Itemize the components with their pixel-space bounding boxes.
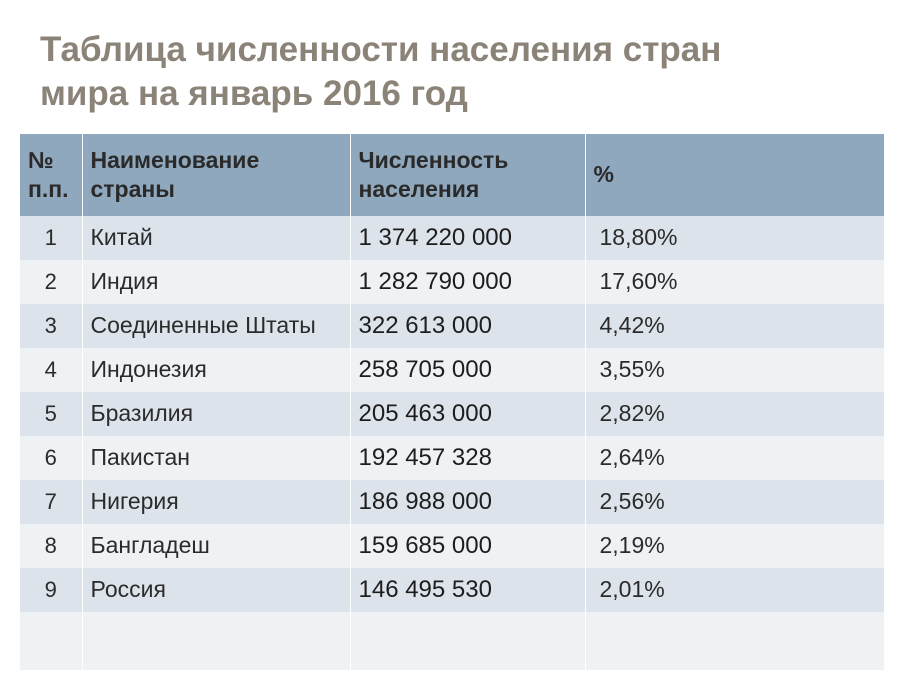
table-row: 6 Пакистан 192 457 328 2,64%	[20, 436, 884, 480]
table-row-empty	[20, 612, 884, 670]
cell-name: Бразилия	[82, 392, 350, 436]
cell-empty	[82, 612, 350, 670]
population-table: № п.п. Наименование страны Численность н…	[20, 134, 884, 670]
col-header-name: Наименование страны	[82, 134, 350, 216]
slide-title: Таблица численности населения стран мира…	[40, 28, 878, 116]
cell-name: Китай	[82, 216, 350, 260]
cell-pop: 146 495 530	[350, 568, 585, 612]
table-body: 1 Китай 1 374 220 000 18,80% 2 Индия 1 2…	[20, 216, 884, 670]
table-row: 1 Китай 1 374 220 000 18,80%	[20, 216, 884, 260]
cell-num: 9	[20, 568, 82, 612]
table-row: 7 Нигерия 186 988 000 2,56%	[20, 480, 884, 524]
cell-pct: 17,60%	[585, 260, 884, 304]
cell-pop: 1 282 790 000	[350, 260, 585, 304]
cell-pct: 3,55%	[585, 348, 884, 392]
cell-num: 2	[20, 260, 82, 304]
cell-pct: 2,64%	[585, 436, 884, 480]
table-row: 8 Бангладеш 159 685 000 2,19%	[20, 524, 884, 568]
cell-pop: 322 613 000	[350, 304, 585, 348]
cell-num: 7	[20, 480, 82, 524]
cell-name: Индия	[82, 260, 350, 304]
title-line-1: Таблица численности населения стран	[40, 30, 721, 69]
col-header-num: № п.п.	[20, 134, 82, 216]
cell-pct: 2,82%	[585, 392, 884, 436]
table-row: 3 Соединенные Штаты 322 613 000 4,42%	[20, 304, 884, 348]
cell-empty	[350, 612, 585, 670]
cell-pct: 18,80%	[585, 216, 884, 260]
cell-pop: 258 705 000	[350, 348, 585, 392]
cell-num: 3	[20, 304, 82, 348]
cell-num: 4	[20, 348, 82, 392]
col-header-pop: Численность населения	[350, 134, 585, 216]
cell-pop: 159 685 000	[350, 524, 585, 568]
cell-name: Пакистан	[82, 436, 350, 480]
cell-name: Соединенные Штаты	[82, 304, 350, 348]
table-row: 9 Россия 146 495 530 2,01%	[20, 568, 884, 612]
cell-name: Индонезия	[82, 348, 350, 392]
cell-num: 8	[20, 524, 82, 568]
cell-pop: 205 463 000	[350, 392, 585, 436]
cell-num: 5	[20, 392, 82, 436]
cell-name: Бангладеш	[82, 524, 350, 568]
col-header-pct: %	[585, 134, 884, 216]
cell-pct: 2,19%	[585, 524, 884, 568]
cell-pop: 186 988 000	[350, 480, 585, 524]
table-row: 5 Бразилия 205 463 000 2,82%	[20, 392, 884, 436]
table-row: 2 Индия 1 282 790 000 17,60%	[20, 260, 884, 304]
cell-pct: 2,01%	[585, 568, 884, 612]
cell-num: 6	[20, 436, 82, 480]
cell-name: Россия	[82, 568, 350, 612]
population-table-container: № п.п. Наименование страны Численность н…	[20, 134, 884, 670]
cell-empty	[585, 612, 884, 670]
cell-pop: 192 457 328	[350, 436, 585, 480]
cell-pct: 2,56%	[585, 480, 884, 524]
cell-pct: 4,42%	[585, 304, 884, 348]
cell-empty	[20, 612, 82, 670]
table-header-row: № п.п. Наименование страны Численность н…	[20, 134, 884, 216]
cell-pop: 1 374 220 000	[350, 216, 585, 260]
table-row: 4 Индонезия 258 705 000 3,55%	[20, 348, 884, 392]
title-line-2: мира на январь 2016 год	[40, 74, 468, 113]
cell-name: Нигерия	[82, 480, 350, 524]
cell-num: 1	[20, 216, 82, 260]
